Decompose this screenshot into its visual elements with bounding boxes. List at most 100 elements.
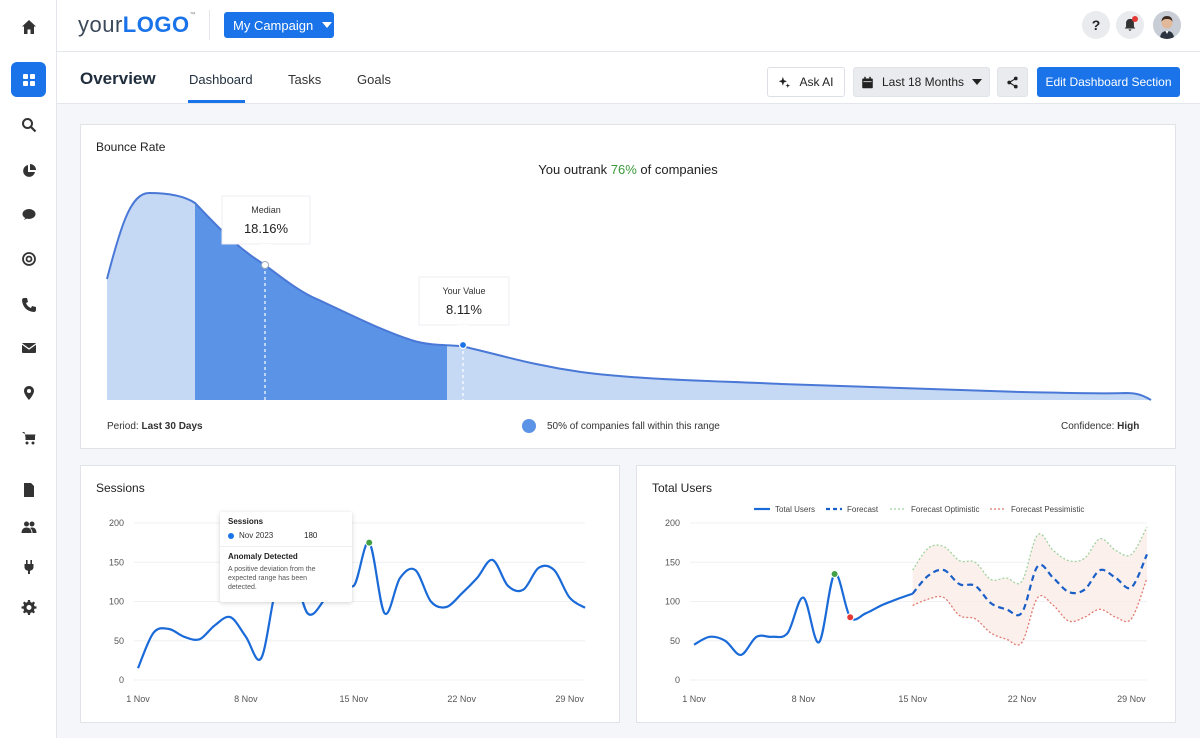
period-value: Last 30 Days — [141, 421, 203, 432]
campaign-dropdown[interactable]: My Campaign — [224, 12, 334, 38]
pie-chart-icon[interactable] — [11, 153, 46, 188]
legend-label: Forecast — [847, 505, 879, 514]
your-value-label: Your Value — [442, 286, 485, 296]
chevron-down-icon — [972, 79, 983, 85]
logo-trademark: ™ — [189, 12, 197, 18]
ask-ai-label: Ask AI — [799, 75, 834, 89]
forecast-line — [911, 553, 1149, 617]
tooltip-title: Sessions — [228, 517, 264, 526]
y-tick-label: 100 — [109, 597, 124, 607]
your-value-callout: Your Value 8.11% — [418, 276, 510, 332]
total-users-chart: 0 50 100 150 200 1 Nov 8 Nov 15 Nov 22 Nov 29 Nov… — [665, 505, 1149, 704]
forecast-pessimistic-line — [912, 577, 1148, 646]
plug-icon[interactable] — [11, 549, 46, 584]
sidebar — [0, 0, 57, 738]
sub-header: Overview Dashboard Tasks Goals Ask AI La… — [57, 52, 1200, 104]
tooltip-body-line: A positive deviation from the — [228, 566, 316, 573]
x-tick-label: 29 Nov — [1117, 694, 1146, 704]
calendar-icon — [862, 76, 873, 88]
page-title: Overview — [80, 69, 156, 88]
anomaly-point — [365, 538, 374, 547]
help-icon: ? — [1091, 17, 1101, 33]
x-tick-label: 22 Nov — [447, 694, 476, 704]
x-tick-label: 8 Nov — [792, 694, 816, 704]
y-tick-label: 0 — [675, 675, 680, 685]
document-icon[interactable] — [11, 472, 46, 507]
card-title: Total Users — [652, 481, 713, 495]
tab-goals[interactable]: Goals — [357, 72, 391, 87]
median-callout: Median 18.16% — [221, 195, 311, 251]
tab-dashboard[interactable]: Dashboard — [189, 72, 253, 87]
legend-label: Forecast Optimistic — [911, 505, 979, 514]
y-tick-label: 200 — [665, 518, 680, 528]
median-value: 18.16% — [244, 221, 289, 236]
target-icon[interactable] — [11, 241, 46, 276]
chevron-down-icon — [322, 22, 333, 28]
sessions-line — [136, 541, 586, 669]
x-tick-label: 29 Nov — [555, 694, 584, 704]
x-tick-label: 1 Nov — [682, 694, 706, 704]
confidence-value: High — [1117, 421, 1140, 432]
help-button[interactable]: ? — [1082, 11, 1110, 39]
tooltip-date: Nov 2023 — [239, 531, 274, 540]
legend-label: Forecast Pessimistic — [1011, 505, 1084, 514]
tooltip-series-dot — [228, 533, 234, 539]
x-tick-label: 1 Nov — [126, 694, 150, 704]
notifications-button[interactable] — [1116, 11, 1144, 39]
avatar[interactable] — [1153, 11, 1181, 39]
logo-text-logo: LOGO — [122, 12, 190, 37]
y-tick-label: 50 — [670, 636, 680, 646]
tooltip-body: A positive deviation from the expected r… — [228, 565, 316, 592]
share-button[interactable] — [997, 67, 1028, 97]
date-range-dropdown[interactable]: Last 18 Months — [853, 67, 990, 97]
home-icon[interactable] — [11, 9, 46, 44]
tooltip-divider — [220, 546, 352, 547]
anomaly-tooltip: Sessions Nov 2023 180 Anomaly Detected A… — [220, 512, 352, 602]
settings-icon[interactable] — [11, 589, 46, 624]
total-users-card: Total Users 0 50 100 150 200 1 Nov 8 Nov 15 Nov… — [636, 465, 1176, 723]
cart-icon[interactable] — [11, 420, 46, 455]
range-note: 50% of companies fall within this range — [547, 421, 720, 432]
chat-icon[interactable] — [11, 197, 46, 232]
tooltip-body-line: detected. — [228, 584, 257, 591]
confidence-text: Confidence: High — [1061, 421, 1139, 432]
period-text: Period: Last 30 Days — [107, 421, 203, 432]
edit-dashboard-button[interactable]: Edit Dashboard Section — [1037, 67, 1180, 97]
tab-tasks[interactable]: Tasks — [288, 72, 322, 87]
total-users-line — [693, 572, 914, 656]
median-label: Median — [251, 205, 281, 215]
range-legend-dot — [522, 419, 536, 433]
legend-label: Total Users — [775, 505, 815, 514]
ask-ai-button[interactable]: Ask AI — [767, 67, 845, 97]
x-tick-label: 22 Nov — [1008, 694, 1037, 704]
y-tick-label: 0 — [119, 675, 124, 685]
notification-dot — [1132, 16, 1138, 22]
headline-text: You outrank — [538, 162, 611, 177]
card-title: Bounce Rate — [96, 140, 166, 154]
logo-text-your: your — [78, 12, 123, 37]
forecast-optimistic-line — [912, 526, 1148, 585]
x-tick-label: 15 Nov — [898, 694, 927, 704]
phone-icon[interactable] — [11, 287, 46, 322]
users-icon[interactable] — [11, 509, 46, 544]
mail-icon[interactable] — [11, 330, 46, 365]
x-tick-label: 15 Nov — [340, 694, 369, 704]
dashboard-icon[interactable] — [11, 62, 46, 97]
confidence-label: Confidence: — [1061, 421, 1115, 432]
x-tick-label: 8 Nov — [234, 694, 258, 704]
active-tab-indicator — [188, 100, 245, 103]
bell-icon — [1124, 18, 1136, 31]
your-value-value: 8.11% — [446, 302, 482, 317]
date-range-label: Last 18 Months — [881, 75, 965, 89]
search-icon[interactable] — [11, 107, 46, 142]
headline-text-end: of companies — [636, 162, 718, 177]
logo[interactable]: yourLOGO™ — [78, 12, 196, 38]
tooltip-value: 180 — [304, 531, 318, 540]
y-tick-label: 150 — [109, 557, 124, 567]
edit-dashboard-label: Edit Dashboard Section — [1045, 75, 1172, 89]
anomaly-high-point — [830, 570, 839, 579]
anomaly-low-point — [846, 613, 855, 622]
bounce-distribution-chart: Median 18.16% Your Value 8.11% — [106, 191, 1152, 433]
y-tick-label: 100 — [665, 597, 680, 607]
location-icon[interactable] — [11, 375, 46, 410]
